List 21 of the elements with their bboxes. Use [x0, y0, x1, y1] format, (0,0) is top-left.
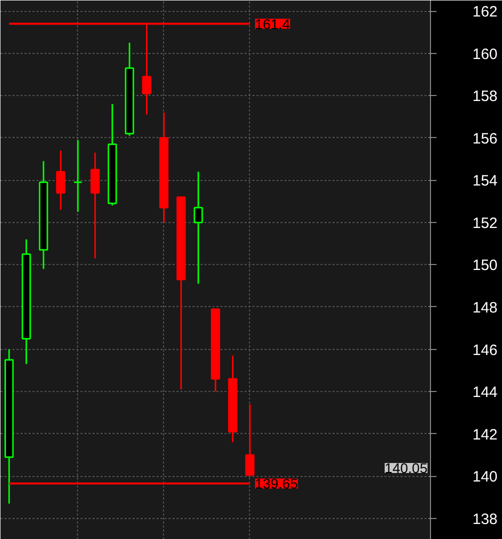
y-tick-label: 148 — [472, 299, 498, 316]
y-tick-label: 138 — [472, 510, 498, 528]
y-tick-label: 162 — [472, 4, 498, 21]
y-tick-label: 140 — [472, 468, 498, 486]
annotation: 140.05 — [384, 460, 428, 476]
y-tick-label: 152 — [472, 214, 498, 232]
y-tick-label: 158 — [472, 88, 498, 106]
y-tick-label: 160 — [472, 46, 498, 63]
candlestick — [194, 170, 203, 284]
y-tick-label: 156 — [472, 130, 498, 148]
y-tick-label: 146 — [472, 342, 498, 359]
ref-line-label: 161.4 — [255, 16, 290, 32]
candlestick — [245, 403, 255, 477]
ref-line-label: 139.65 — [255, 475, 298, 492]
candlestick — [90, 152, 100, 260]
y-tick-label: 150 — [472, 257, 498, 274]
y-tick-label: 154 — [472, 172, 498, 190]
candlestick — [73, 139, 83, 213]
y-tick-label: 142 — [472, 426, 498, 444]
candlestick — [56, 150, 66, 211]
y-tick-label: 144 — [472, 384, 498, 402]
